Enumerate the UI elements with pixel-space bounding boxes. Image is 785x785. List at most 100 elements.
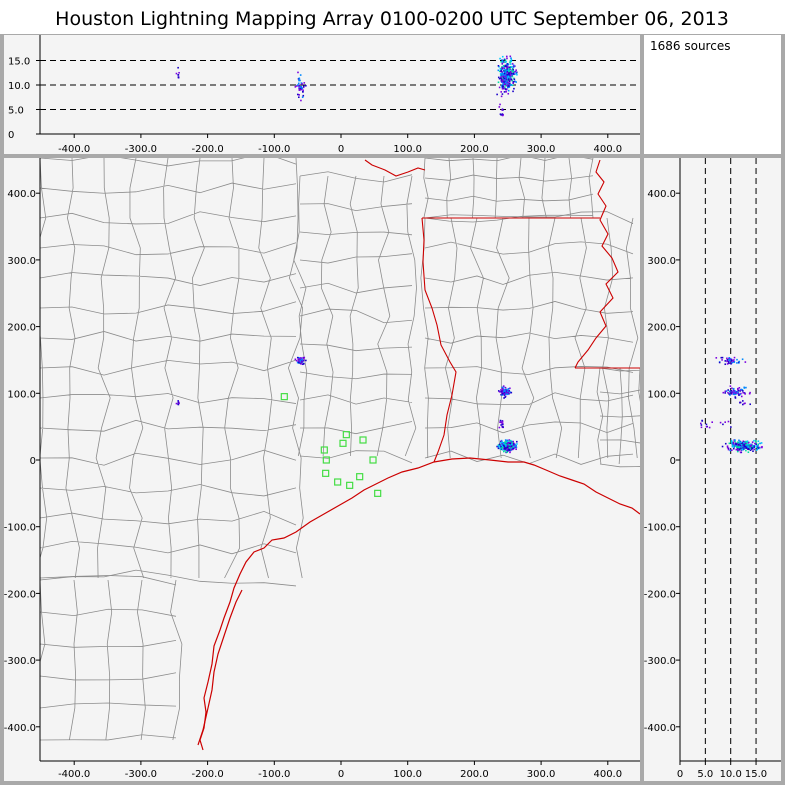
source-point xyxy=(502,84,505,87)
source-point xyxy=(501,55,504,58)
source-point xyxy=(504,449,506,452)
source-point xyxy=(302,360,304,362)
source-point xyxy=(507,387,510,390)
alt-reference-lines xyxy=(40,60,640,110)
source-point xyxy=(510,72,513,75)
source-point xyxy=(506,70,509,73)
source-point xyxy=(499,444,501,447)
plan-x-tick-label: -100.0 xyxy=(258,769,290,780)
source-point xyxy=(499,419,502,422)
source-point xyxy=(504,71,506,73)
source-point xyxy=(730,449,733,451)
source-point xyxy=(501,394,504,396)
source-point xyxy=(298,357,300,359)
source-point xyxy=(732,447,735,450)
source-point xyxy=(755,440,757,442)
source-point xyxy=(499,67,502,70)
source-point xyxy=(731,445,734,447)
source-point xyxy=(506,63,509,65)
source-point xyxy=(743,392,746,394)
right-y-tick-label: 300.0 xyxy=(647,256,676,267)
source-point xyxy=(737,445,740,448)
source-point xyxy=(514,80,516,83)
source-point xyxy=(501,87,504,90)
source-point xyxy=(730,393,732,395)
source-point xyxy=(303,356,306,359)
top-x-tick-label: 400.0 xyxy=(593,144,622,155)
source-point xyxy=(743,445,746,448)
source-point xyxy=(500,77,502,80)
source-point xyxy=(507,89,510,92)
source-point xyxy=(301,83,303,85)
source-point xyxy=(751,445,753,448)
source-point xyxy=(300,363,302,365)
source-point xyxy=(501,67,504,70)
source-point xyxy=(503,80,505,82)
source-point xyxy=(738,386,741,389)
source-point xyxy=(512,445,515,448)
source-point xyxy=(725,390,728,392)
source-point xyxy=(504,76,506,79)
alt-vs-x-plot xyxy=(40,55,640,117)
plan-x-tick-label: 200.0 xyxy=(460,769,489,780)
source-point xyxy=(501,114,504,117)
source-point xyxy=(299,86,302,89)
source-point xyxy=(504,447,506,449)
source-point xyxy=(298,359,300,361)
source-point xyxy=(733,444,736,447)
source-point xyxy=(734,397,737,399)
source-point xyxy=(501,93,504,95)
source-point xyxy=(757,446,759,449)
source-point xyxy=(729,359,731,362)
source-point xyxy=(502,87,505,90)
source-point xyxy=(722,391,725,394)
source-point xyxy=(503,75,506,78)
source-point xyxy=(501,448,504,451)
source-point xyxy=(499,74,502,77)
source-point xyxy=(505,69,508,72)
source-point xyxy=(506,393,509,396)
source-point xyxy=(504,386,507,389)
source-point xyxy=(512,80,515,83)
source-point xyxy=(177,400,179,402)
source-point xyxy=(740,444,743,446)
source-point xyxy=(504,448,506,450)
source-point xyxy=(509,448,512,450)
source-point xyxy=(747,443,749,446)
source-point xyxy=(510,391,513,394)
gulf-coastline xyxy=(199,457,640,751)
source-point xyxy=(732,392,735,394)
source-point xyxy=(503,81,505,83)
county-boundaries xyxy=(40,158,640,741)
source-point xyxy=(509,61,511,64)
source-point xyxy=(758,447,760,449)
source-point xyxy=(511,70,514,73)
source-point xyxy=(738,443,740,446)
source-point xyxy=(515,446,518,449)
source-point xyxy=(513,78,516,81)
source-point xyxy=(498,443,501,446)
source-point xyxy=(508,68,510,71)
source-point xyxy=(300,357,302,359)
source-point xyxy=(505,84,508,87)
source-point xyxy=(509,77,512,80)
source-point xyxy=(740,449,743,452)
source-point xyxy=(502,443,505,446)
source-point xyxy=(503,394,506,396)
source-point xyxy=(508,85,510,87)
source-point xyxy=(701,420,704,422)
source-point xyxy=(749,403,752,406)
source-point xyxy=(724,360,727,362)
source-point xyxy=(728,358,730,360)
alt-vs-y-panel xyxy=(644,158,781,781)
source-point xyxy=(757,443,760,446)
source-point xyxy=(746,440,749,443)
source-point xyxy=(738,439,740,442)
source-point xyxy=(300,359,302,362)
source-point xyxy=(509,444,511,446)
right-y-tick-label: 200.0 xyxy=(647,323,676,334)
source-point xyxy=(700,426,703,429)
red-river-border xyxy=(364,159,426,177)
source-point xyxy=(295,359,298,362)
plan-x-tick-label: -400.0 xyxy=(58,769,90,780)
